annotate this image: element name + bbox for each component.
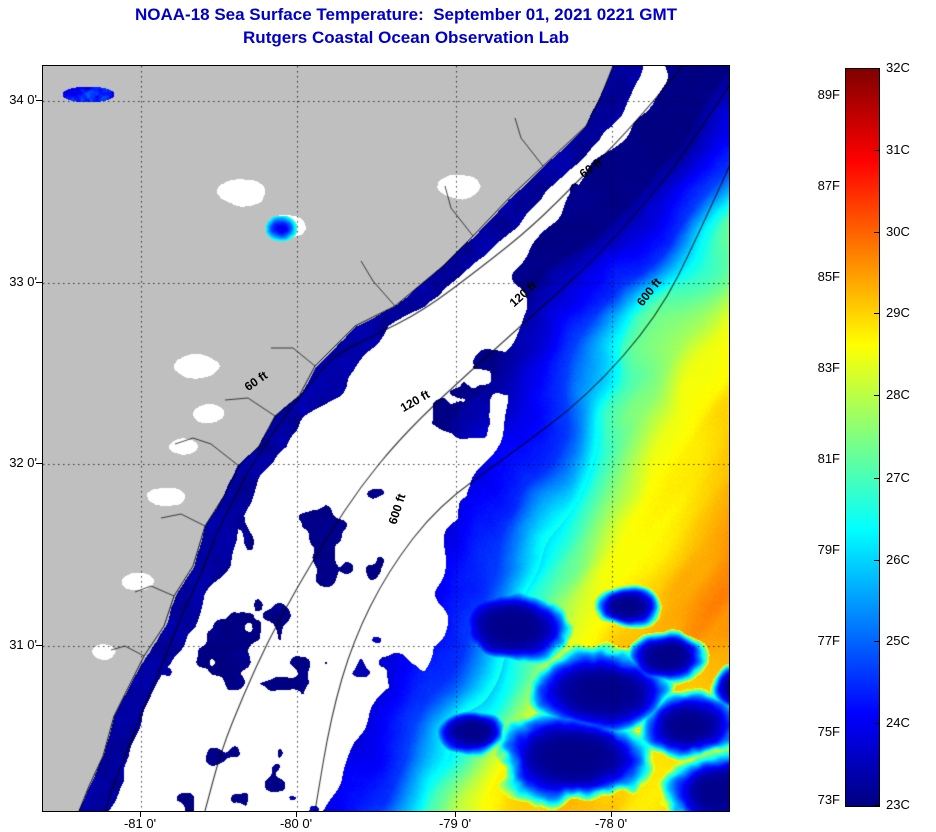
colorbar-tick-mark (874, 395, 879, 397)
colorbar-f-label: 73F (817, 791, 840, 807)
page-subtitle: Rutgers Coastal Ocean Observation Lab (243, 28, 569, 47)
colorbar-c-label: 31C (886, 141, 910, 157)
y-tick-mark (36, 100, 42, 101)
colorbar-tick-mark (874, 641, 879, 643)
colorbar-c-label: 30C (886, 223, 910, 239)
y-tick-mark (36, 282, 42, 283)
colorbar-c-label: 27C (886, 469, 910, 485)
colorbar-tick-mark (874, 805, 879, 806)
sst-map-canvas (43, 66, 729, 811)
x-tick-label: -79 0' (438, 816, 472, 831)
colorbar-c-label: 25C (886, 633, 910, 649)
colorbar-f-label: 79F (817, 541, 840, 557)
y-tick-label: 32 0' (9, 455, 37, 470)
colorbar-c-label: 32C (886, 60, 910, 75)
temperature-colorbar (845, 68, 880, 807)
colorbar-tick-mark (874, 477, 879, 479)
colorbar-tick-mark (874, 313, 879, 315)
y-tick-mark (36, 645, 42, 646)
colorbar-f-label: 89F (817, 87, 840, 103)
colorbar-c-label: 26C (886, 551, 910, 567)
colorbar-f-label: 83F (817, 359, 840, 375)
colorbar-f-label: 87F (817, 177, 840, 193)
y-tick-label: 34 0' (9, 92, 37, 107)
colorbar-tick-mark (874, 231, 879, 233)
colorbar-c-label: 28C (886, 387, 910, 403)
x-tick-mark (140, 812, 141, 817)
colorbar-c-label: 23C (886, 797, 910, 812)
x-tick-mark (296, 812, 297, 817)
colorbar-f-label: 75F (817, 724, 840, 740)
colorbar-f-label: 85F (817, 269, 840, 285)
x-tick-mark (455, 812, 456, 817)
sst-map: 60 ft 120 ft 600 ft 60 ft 120 ft 600 ft (42, 65, 730, 812)
y-tick-label: 31 0' (9, 637, 37, 652)
y-tick-mark (36, 463, 42, 464)
x-tick-label: -80 0' (279, 816, 313, 831)
colorbar-c-label: 24C (886, 715, 910, 731)
x-tick-mark (611, 812, 612, 817)
y-tick-label: 33 0' (9, 274, 37, 289)
colorbar-c-label: 29C (886, 305, 910, 321)
colorbar-tick-mark (874, 723, 879, 725)
colorbar-tick-mark (874, 68, 879, 69)
x-tick-label: -78 0' (594, 816, 628, 831)
x-tick-label: -81 0' (123, 816, 157, 831)
colorbar-tick-mark (874, 559, 879, 561)
colorbar-f-label: 77F (817, 633, 840, 649)
colorbar-f-label: 81F (817, 451, 840, 467)
page-title: NOAA-18 Sea Surface Temperature: Septemb… (134, 5, 678, 24)
colorbar-tick-mark (874, 149, 879, 151)
